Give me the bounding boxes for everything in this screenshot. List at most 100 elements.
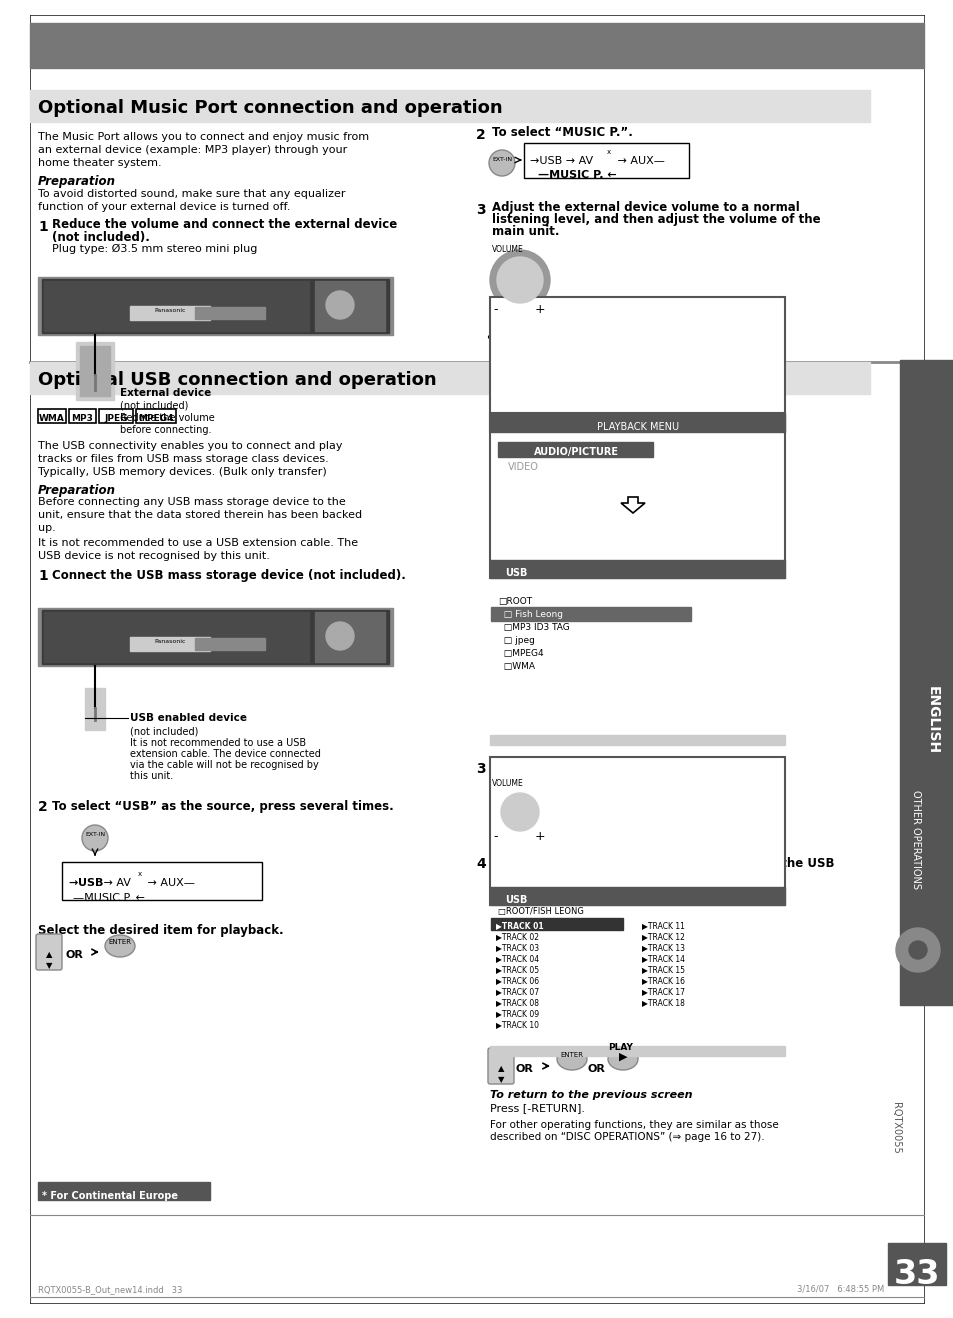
Bar xyxy=(490,735,784,745)
Text: USB enabled device: USB enabled device xyxy=(130,713,247,724)
Text: VOLUME: VOLUME xyxy=(492,779,523,788)
Text: It is not recommended to use a USB extension cable. The: It is not recommended to use a USB exten… xyxy=(38,538,357,548)
Text: →USB → AV: →USB → AV xyxy=(530,156,593,166)
Text: → AV: → AV xyxy=(100,878,131,888)
FancyBboxPatch shape xyxy=(488,1048,514,1083)
Text: Preparation: Preparation xyxy=(38,484,116,497)
Text: PLAY: PLAY xyxy=(607,1043,632,1052)
Bar xyxy=(38,409,66,423)
Text: MP3: MP3 xyxy=(71,414,93,423)
Text: USB device is not recognised by this unit.: USB device is not recognised by this uni… xyxy=(38,551,270,561)
FancyBboxPatch shape xyxy=(36,934,62,970)
Text: tracks or files from USB mass storage class devices.: tracks or files from USB mass storage cl… xyxy=(38,453,329,464)
Text: ▶TRACK 17: ▶TRACK 17 xyxy=(641,987,684,996)
Text: Before connecting any USB mass storage device to the: Before connecting any USB mass storage d… xyxy=(38,497,345,507)
Text: 2: 2 xyxy=(38,800,48,815)
Bar xyxy=(44,281,309,331)
Text: ▶TRACK 16: ▶TRACK 16 xyxy=(641,977,684,985)
Text: → AUX—: → AUX— xyxy=(614,156,664,166)
Bar xyxy=(42,279,389,333)
Circle shape xyxy=(500,793,538,832)
Bar xyxy=(42,610,389,664)
Bar xyxy=(523,142,688,178)
Text: Select the desired item for playback.: Select the desired item for playback. xyxy=(38,924,283,937)
Bar xyxy=(130,637,210,651)
Text: AUDIO/PICTURE: AUDIO/PICTURE xyxy=(533,447,618,457)
Text: Optional Music Port connection and operation: Optional Music Port connection and opera… xyxy=(38,99,502,117)
Text: 2: 2 xyxy=(476,128,485,142)
Text: The USB connectivity enables you to connect and play: The USB connectivity enables you to conn… xyxy=(38,442,342,451)
Text: USB: USB xyxy=(504,895,527,905)
Text: home theater system.: home theater system. xyxy=(38,158,161,167)
Text: To avoid distorted sound, make sure that any equalizer: To avoid distorted sound, make sure that… xyxy=(38,188,345,199)
Bar xyxy=(130,306,210,320)
Text: this unit.: this unit. xyxy=(130,771,173,782)
Text: Connect the USB mass storage device (not included).: Connect the USB mass storage device (not… xyxy=(52,569,405,583)
Bar xyxy=(69,409,96,423)
Text: RQTX0055-B_Out_new14.indd   33: RQTX0055-B_Out_new14.indd 33 xyxy=(38,1285,182,1294)
Text: Typically, USB memory devices. (Bulk only transfer): Typically, USB memory devices. (Bulk onl… xyxy=(38,467,327,477)
Bar xyxy=(887,1243,945,1285)
Bar xyxy=(490,414,784,432)
Text: 4: 4 xyxy=(476,857,485,871)
Text: ▶TRACK 13: ▶TRACK 13 xyxy=(641,942,684,952)
Text: EXT-IN: EXT-IN xyxy=(492,157,512,162)
Circle shape xyxy=(908,941,926,960)
Text: main unit.: main unit. xyxy=(492,225,558,239)
Circle shape xyxy=(494,786,545,838)
Text: Example:: Example: xyxy=(490,407,545,420)
Text: OR: OR xyxy=(587,1064,605,1074)
Bar xyxy=(30,90,869,123)
Text: x: x xyxy=(606,149,611,156)
Text: before connecting.: before connecting. xyxy=(120,424,212,435)
Text: ▶TRACK 09: ▶TRACK 09 xyxy=(496,1010,538,1017)
Text: Adjust the external device volume to a normal: Adjust the external device volume to a n… xyxy=(492,202,799,214)
Text: Panasonic: Panasonic xyxy=(154,308,186,312)
Text: External device: External device xyxy=(120,387,211,398)
Bar xyxy=(38,277,393,335)
Text: 3/16/07   6:48:55 PM: 3/16/07 6:48:55 PM xyxy=(796,1285,883,1294)
Text: —MUSIC P. ←: —MUSIC P. ← xyxy=(537,170,616,181)
Text: +: + xyxy=(535,303,545,316)
Text: OR: OR xyxy=(516,1064,534,1074)
Bar xyxy=(490,1046,784,1056)
Circle shape xyxy=(497,257,542,303)
Text: —MUSIC P. ←: —MUSIC P. ← xyxy=(73,894,145,903)
Text: Reduce the volume and connect the external device: Reduce the volume and connect the extern… xyxy=(52,217,396,231)
Text: +: + xyxy=(535,830,545,844)
Bar xyxy=(314,612,385,662)
Text: To select “USB” as the source, press several times.: To select “USB” as the source, press sev… xyxy=(52,800,394,813)
Text: (not included): (not included) xyxy=(120,401,188,411)
Text: up.: up. xyxy=(38,523,55,532)
Text: listening level, and then adjust the volume of the: listening level, and then adjust the vol… xyxy=(492,214,820,225)
Text: □WMA: □WMA xyxy=(497,662,535,671)
Text: ENTER: ENTER xyxy=(560,1052,583,1058)
Bar xyxy=(899,360,953,1006)
Text: OR: OR xyxy=(65,950,83,960)
Text: an external device (example: MP3 player) through your: an external device (example: MP3 player)… xyxy=(38,145,347,156)
Text: □ROOT: □ROOT xyxy=(497,597,532,606)
Text: ▶: ▶ xyxy=(618,1052,626,1062)
Text: Reduce the volume: Reduce the volume xyxy=(120,413,214,423)
Text: -: - xyxy=(493,830,497,844)
Text: □ Fish Leong: □ Fish Leong xyxy=(497,610,562,619)
Text: JPEG: JPEG xyxy=(104,414,128,423)
Text: (not included): (not included) xyxy=(130,726,198,735)
Text: □ jpeg: □ jpeg xyxy=(497,637,535,645)
Text: 33: 33 xyxy=(893,1257,940,1292)
Text: (not included).: (not included). xyxy=(52,231,150,244)
Text: ▶TRACK 15: ▶TRACK 15 xyxy=(641,965,684,974)
Bar xyxy=(194,638,265,650)
Text: function of your external device is turned off.: function of your external device is turn… xyxy=(38,202,290,212)
Bar xyxy=(30,22,923,69)
Circle shape xyxy=(82,825,108,851)
Text: Example:: Example: xyxy=(490,884,545,898)
Text: USB: USB xyxy=(504,568,527,579)
Bar xyxy=(38,608,393,666)
Text: Preparation: Preparation xyxy=(38,175,116,188)
Text: → AUX—: → AUX— xyxy=(144,878,194,888)
Text: Panasonic: Panasonic xyxy=(154,639,186,645)
Text: ▶TRACK 07: ▶TRACK 07 xyxy=(496,987,538,996)
Text: □MP3 ID3 TAG: □MP3 ID3 TAG xyxy=(497,623,569,633)
Text: ▼: ▼ xyxy=(46,961,52,970)
